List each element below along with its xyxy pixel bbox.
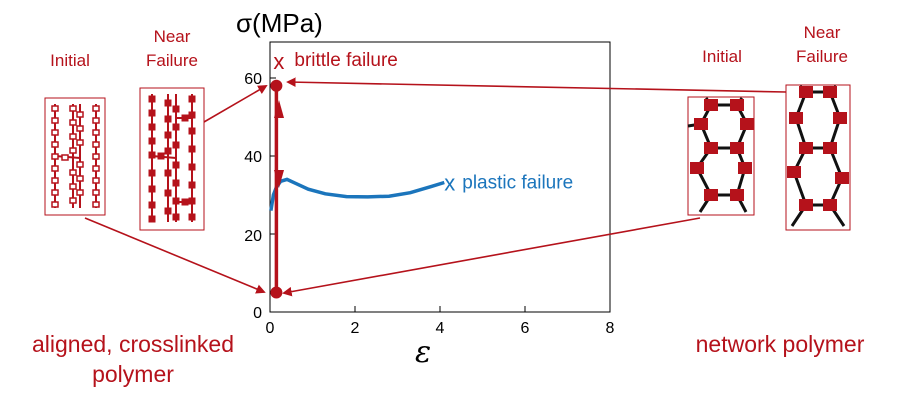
left-near-label-2: Failure <box>146 51 198 70</box>
left-initial-diagram <box>44 97 106 216</box>
y-tick-label: 60 <box>244 71 262 88</box>
series-line-plastic <box>269 177 445 211</box>
brittle-arrowheads <box>274 100 284 188</box>
x-tick-label: 4 <box>436 320 445 337</box>
connector-left-near <box>203 85 268 123</box>
connector-left-initial <box>84 217 266 294</box>
right-initial-label: Initial <box>702 47 742 66</box>
plastic-failure-label: plastic failure <box>462 173 573 194</box>
brittle-failure-label: brittle failure <box>294 50 398 71</box>
right-near-label-1: Near <box>804 23 841 42</box>
left-near-failure-diagram <box>139 87 205 231</box>
right-near-label-2: Failure <box>796 47 848 66</box>
x-tick-label: 6 <box>521 320 530 337</box>
y-tick-labels: 0 20 40 60 <box>244 71 262 322</box>
right-initial-diagram <box>687 96 755 216</box>
y-tick-label: 20 <box>244 228 262 245</box>
y-tick-label: 0 <box>253 305 262 322</box>
left-near-label-1: Near <box>154 27 191 46</box>
plastic-failure-marker: x <box>444 171 455 196</box>
right-caption: network polymer <box>696 331 865 357</box>
y-axis-label: σ(MPa) <box>236 8 323 38</box>
x-tick-labels: 0 2 4 6 8 <box>266 320 615 337</box>
y-tick-label: 40 <box>244 149 262 166</box>
x-axis-label: ε <box>415 335 431 370</box>
connector-right-initial <box>282 217 701 297</box>
brittle-failure-marker: x <box>273 49 284 74</box>
left-caption-line-2: polymer <box>92 361 174 387</box>
right-near-failure-diagram <box>785 84 851 231</box>
initial-point-dot <box>270 286 283 299</box>
left-caption-line-1: aligned, crosslinked <box>32 331 234 357</box>
connector-lines <box>84 77 787 297</box>
left-initial-label: Initial <box>50 51 90 70</box>
brittle-point-dot <box>270 79 283 92</box>
x-tick-label: 0 <box>266 320 275 337</box>
x-tick-label: 8 <box>606 320 615 337</box>
connector-right-near <box>286 77 787 93</box>
x-tick-label: 2 <box>351 320 360 337</box>
